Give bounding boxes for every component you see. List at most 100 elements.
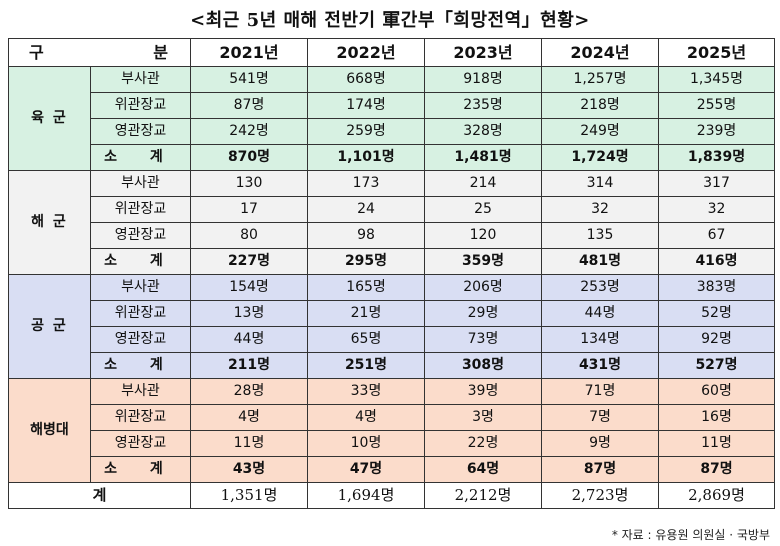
table-cell: 7명 bbox=[541, 404, 659, 431]
table-cell: 154명 bbox=[190, 274, 308, 301]
rank-label: 영관장교 bbox=[90, 430, 191, 457]
table-cell: 135 bbox=[541, 222, 659, 249]
subtotal-cell: 527명 bbox=[658, 352, 775, 379]
table-cell: 98 bbox=[307, 222, 425, 249]
subtotal-cell: 47명 bbox=[307, 456, 425, 483]
subtotal-cell: 64명 bbox=[424, 456, 542, 483]
table-cell: 165명 bbox=[307, 274, 425, 301]
total-row: 계 1,351명 1,694명 2,212명 2,723명 2,869명 bbox=[8, 482, 775, 509]
subtotal-cell: 211명 bbox=[190, 352, 308, 379]
table-cell: 80 bbox=[190, 222, 308, 249]
table-cell: 328명 bbox=[424, 118, 542, 145]
subtotal-cell: 227명 bbox=[190, 248, 308, 275]
total-cell: 2,723명 bbox=[541, 482, 659, 509]
category-header-left: 구 bbox=[29, 43, 44, 62]
table-cell: 383명 bbox=[658, 274, 775, 301]
subtotal-cell: 251명 bbox=[307, 352, 425, 379]
branch-label-navy: 해 군 bbox=[8, 170, 91, 275]
subtotal-row: 소 계 870명 1,101명 1,481명 1,724명 1,839명 bbox=[9, 144, 775, 171]
table-row: 영관장교 44명 65명 73명 134명 92명 bbox=[9, 326, 775, 353]
subtotal-cell: 359명 bbox=[424, 248, 542, 275]
subtotal-row: 소 계 227명 295명 359명 481명 416명 bbox=[9, 248, 775, 275]
table-cell: 9명 bbox=[541, 430, 659, 457]
total-cell: 2,212명 bbox=[424, 482, 542, 509]
table-cell: 21명 bbox=[307, 300, 425, 327]
subtotal-cell: 1,101명 bbox=[307, 144, 425, 171]
total-cell: 1,694명 bbox=[307, 482, 425, 509]
table-row: 위관장교 17 24 25 32 32 bbox=[9, 196, 775, 223]
table-cell: 1,257명 bbox=[541, 66, 659, 93]
branch-label-marine-corps: 해병대 bbox=[8, 378, 91, 483]
table-cell: 67 bbox=[658, 222, 775, 249]
total-label: 계 bbox=[8, 482, 191, 509]
branch-label-air-force: 공 군 bbox=[8, 274, 91, 379]
table-row: 영관장교 80 98 120 135 67 bbox=[9, 222, 775, 249]
subtotal-label: 소 계 bbox=[90, 144, 191, 171]
year-header: 2021년 bbox=[190, 38, 308, 67]
rank-label: 영관장교 bbox=[90, 222, 191, 249]
table-cell: 541명 bbox=[190, 66, 308, 93]
category-header-right: 분 bbox=[153, 43, 168, 62]
rank-label: 부사관 bbox=[90, 378, 191, 405]
year-header: 2025년 bbox=[658, 38, 775, 67]
table-cell: 87명 bbox=[190, 92, 308, 119]
subtotal-cell: 43명 bbox=[190, 456, 308, 483]
table-cell: 32 bbox=[658, 196, 775, 223]
table-cell: 73명 bbox=[424, 326, 542, 353]
rank-label: 위관장교 bbox=[90, 404, 191, 431]
table-cell: 24 bbox=[307, 196, 425, 223]
table-cell: 668명 bbox=[307, 66, 425, 93]
table-cell: 120 bbox=[424, 222, 542, 249]
year-header: 2022년 bbox=[307, 38, 425, 67]
table-cell: 10명 bbox=[307, 430, 425, 457]
table-row: 위관장교 13명 21명 29명 44명 52명 bbox=[9, 300, 775, 327]
branch-label-army: 육 군 bbox=[8, 66, 91, 171]
table-cell: 130 bbox=[190, 170, 308, 197]
year-header: 2023년 bbox=[424, 38, 542, 67]
subtotal-label: 소 계 bbox=[90, 248, 191, 275]
table-cell: 39명 bbox=[424, 378, 542, 405]
rank-label: 부사관 bbox=[90, 170, 191, 197]
table-cell: 214 bbox=[424, 170, 542, 197]
table-cell: 13명 bbox=[190, 300, 308, 327]
rank-label: 부사관 bbox=[90, 274, 191, 301]
table-header-row: 구 분 2021년 2022년 2023년 2024년 2025년 bbox=[8, 38, 775, 67]
subtotal-cell: 87명 bbox=[541, 456, 659, 483]
table-cell: 32 bbox=[541, 196, 659, 223]
category-header: 구 분 bbox=[8, 38, 191, 67]
table-cell: 173 bbox=[307, 170, 425, 197]
table-cell: 33명 bbox=[307, 378, 425, 405]
subtotal-cell: 481명 bbox=[541, 248, 659, 275]
table-row: 육 군 부사관 541명 668명 918명 1,257명 1,345명 bbox=[8, 66, 775, 171]
rank-label: 위관장교 bbox=[90, 92, 191, 119]
discharge-table: 구 분 2021년 2022년 2023년 2024년 2025년 육 군 부사… bbox=[8, 38, 775, 509]
table-cell: 16명 bbox=[658, 404, 775, 431]
total-cell: 2,869명 bbox=[658, 482, 775, 509]
table-cell: 218명 bbox=[541, 92, 659, 119]
table-row: 영관장교 242명 259명 328명 249명 239명 bbox=[9, 118, 775, 145]
table-cell: 918명 bbox=[424, 66, 542, 93]
table-cell: 22명 bbox=[424, 430, 542, 457]
source-note: * 자료 : 유용원 의원실 · 국방부 bbox=[611, 528, 770, 542]
table-cell: 71명 bbox=[541, 378, 659, 405]
table-cell: 206명 bbox=[424, 274, 542, 301]
table-cell: 29명 bbox=[424, 300, 542, 327]
table-cell: 174명 bbox=[307, 92, 425, 119]
subtotal-cell: 308명 bbox=[424, 352, 542, 379]
table-cell: 259명 bbox=[307, 118, 425, 145]
table-cell: 314 bbox=[541, 170, 659, 197]
table-cell: 44명 bbox=[190, 326, 308, 353]
page-title: <최근 5년 매해 전반기 軍간부「희망전역」현황> bbox=[190, 10, 590, 31]
subtotal-label: 소 계 bbox=[90, 456, 191, 483]
table-row: 위관장교 4명 4명 3명 7명 16명 bbox=[9, 404, 775, 431]
rank-label: 위관장교 bbox=[90, 300, 191, 327]
subtotal-cell: 1,481명 bbox=[424, 144, 542, 171]
table-cell: 25 bbox=[424, 196, 542, 223]
subtotal-cell: 1,724명 bbox=[541, 144, 659, 171]
total-cell: 1,351명 bbox=[190, 482, 308, 509]
table-cell: 239명 bbox=[658, 118, 775, 145]
table-cell: 4명 bbox=[307, 404, 425, 431]
table-cell: 1,345명 bbox=[658, 66, 775, 93]
table-row: 영관장교 11명 10명 22명 9명 11명 bbox=[9, 430, 775, 457]
table-cell: 44명 bbox=[541, 300, 659, 327]
